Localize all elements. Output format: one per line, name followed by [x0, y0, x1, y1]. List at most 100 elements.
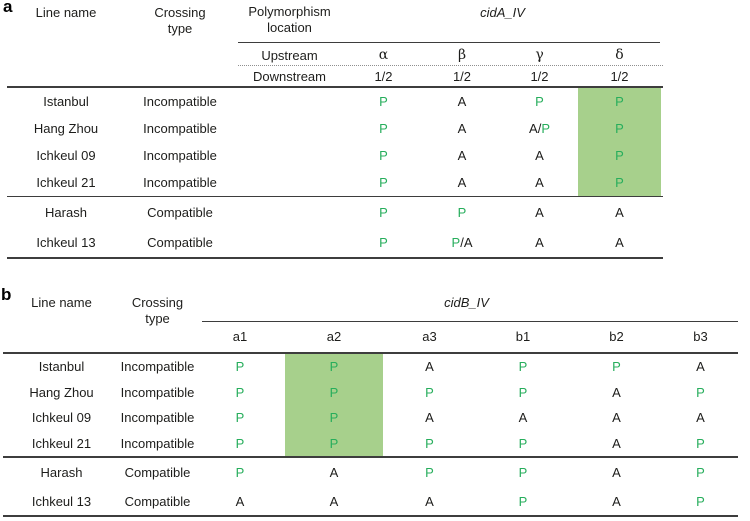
allele-header-a1: a1: [232, 329, 248, 344]
allele-cell: P: [235, 359, 245, 375]
allele-cell: P: [696, 384, 705, 400]
allele-cell: A: [612, 384, 621, 400]
rule-under-gene-b: [202, 321, 738, 322]
allele-cell: P: [379, 148, 388, 163]
allele-cell: P: [379, 204, 388, 220]
gene-label-cidB-IV: cidB_IV: [444, 295, 489, 310]
allele-cell: A: [535, 204, 544, 220]
crossing-type-cell: Incompatible: [143, 94, 217, 109]
allele-cell: P: [379, 94, 388, 109]
allele-cell: A: [425, 410, 434, 426]
allele-cell: A: [235, 494, 245, 509]
allele-cell: P: [696, 494, 705, 509]
line-name-cell: Hang Zhou: [33, 121, 99, 136]
allele-cell: A: [535, 148, 544, 163]
allele-cell: P: [578, 142, 661, 169]
allele-cell: A: [329, 465, 339, 480]
col-header-line-name-b: Line name: [31, 295, 92, 310]
crossing-type-cell: Incompatible: [120, 410, 195, 426]
crossing-type-cell: Incompatible: [143, 148, 217, 163]
allele-cell: P: [518, 494, 528, 509]
crossing-type-cell: Incompatible: [120, 435, 195, 451]
allele-cell: P: [285, 430, 383, 456]
allele-cell: P: [285, 405, 383, 431]
downstream-value-alpha: 1/2: [374, 69, 393, 84]
gene-label-cidA-IV: cidA_IV: [480, 5, 525, 20]
table-row: Ichkeul 13 Compatible P P / A A A: [7, 227, 661, 257]
allele-cell: P: [379, 121, 388, 136]
col-header-line-name-a: Line name: [35, 5, 97, 20]
allele-cell: A: [425, 359, 434, 375]
allele-cell: P: [518, 465, 528, 480]
allele-cell: P: [285, 354, 383, 380]
table-row: Ichkeul 21 Incompatible P A A P: [7, 169, 661, 196]
allele-cell: A: [696, 359, 705, 375]
allele-cell: A / P: [529, 121, 550, 136]
allele-cell: P: [518, 384, 528, 400]
table-row: Ichkeul 21 Incompatible P P P P A P: [3, 430, 738, 456]
line-name-cell: Ichkeul 09: [31, 410, 92, 426]
allele-cell: P: [235, 410, 245, 426]
line-name-cell: Harash: [45, 204, 87, 220]
downstream-value-delta: 1/2: [610, 69, 629, 84]
allele-cell: A: [615, 234, 624, 250]
allele-cell: P: [518, 359, 528, 375]
upstream-row-label: Upstream: [261, 48, 318, 63]
allele-cell: A: [612, 465, 621, 480]
line-name-cell: Ichkeul 13: [31, 494, 92, 509]
downstream-row-label: Downstream: [253, 69, 326, 84]
allele-cell: A: [535, 175, 544, 190]
allele-cell: A: [612, 435, 621, 451]
table-row: Ichkeul 09 Incompatible P P A A A A: [3, 405, 738, 431]
allele-cell: P: [578, 88, 661, 115]
allele-header-b1: b1: [515, 329, 531, 344]
crossing-type-cell: Compatible: [147, 234, 213, 250]
rule-header-bottom-b: [3, 352, 738, 354]
rule-table-bottom-a: [7, 257, 663, 259]
allele-cell: A: [612, 494, 621, 509]
col-header-polymorphism-line1: Polymorphism: [248, 4, 331, 19]
allele-header-gamma: γ: [535, 47, 544, 63]
table-row: Hang Zhou Incompatible P A A / P P: [7, 115, 661, 142]
line-name-cell: Hang Zhou: [29, 384, 94, 400]
rule-under-gene-a: [238, 42, 660, 43]
allele-cell: P: [235, 465, 245, 480]
allele-cell: P: [578, 169, 661, 196]
col-header-crossing-a-line2: type: [167, 21, 193, 36]
allele-cell: P: [285, 379, 383, 405]
allele-cell: P: [379, 234, 388, 250]
rule-table-bottom-b: [3, 515, 738, 517]
line-name-cell: Ichkeul 13: [36, 234, 96, 250]
table-row: Ichkeul 13 Compatible A A A P A P: [3, 487, 738, 516]
col-header-polymorphism-line2: location: [267, 20, 312, 35]
allele-cell: A: [457, 175, 467, 190]
allele-cell: P: [457, 204, 467, 220]
table-row: Istanbul Incompatible P P A P P A: [3, 354, 738, 380]
allele-cell: P: [578, 115, 661, 142]
allele-cell: A: [518, 410, 528, 426]
allele-cell: A: [696, 410, 705, 426]
table-row: Hang Zhou Incompatible P P P P A P: [3, 379, 738, 405]
allele-cell: A: [457, 94, 467, 109]
table-row: Ichkeul 09 Incompatible P A A P: [7, 142, 661, 169]
allele-header-delta: δ: [615, 47, 624, 63]
line-name-cell: Harash: [40, 465, 83, 480]
crossing-type-cell: Incompatible: [143, 121, 217, 136]
allele-cell: P: [696, 465, 705, 480]
allele-header-a2: a2: [326, 329, 342, 344]
crossing-type-cell: Compatible: [124, 494, 191, 509]
col-header-crossing-b-line1: Crossing: [131, 295, 184, 310]
allele-header-b2: b2: [609, 329, 624, 344]
allele-cell: A: [615, 204, 624, 220]
rule-group-divider-b: [3, 456, 738, 458]
line-name-cell: Ichkeul 21: [31, 435, 92, 451]
allele-header-beta: β: [457, 47, 467, 63]
rule-header-bottom-a: [7, 86, 663, 88]
rule-group-divider-a: [7, 195, 663, 197]
